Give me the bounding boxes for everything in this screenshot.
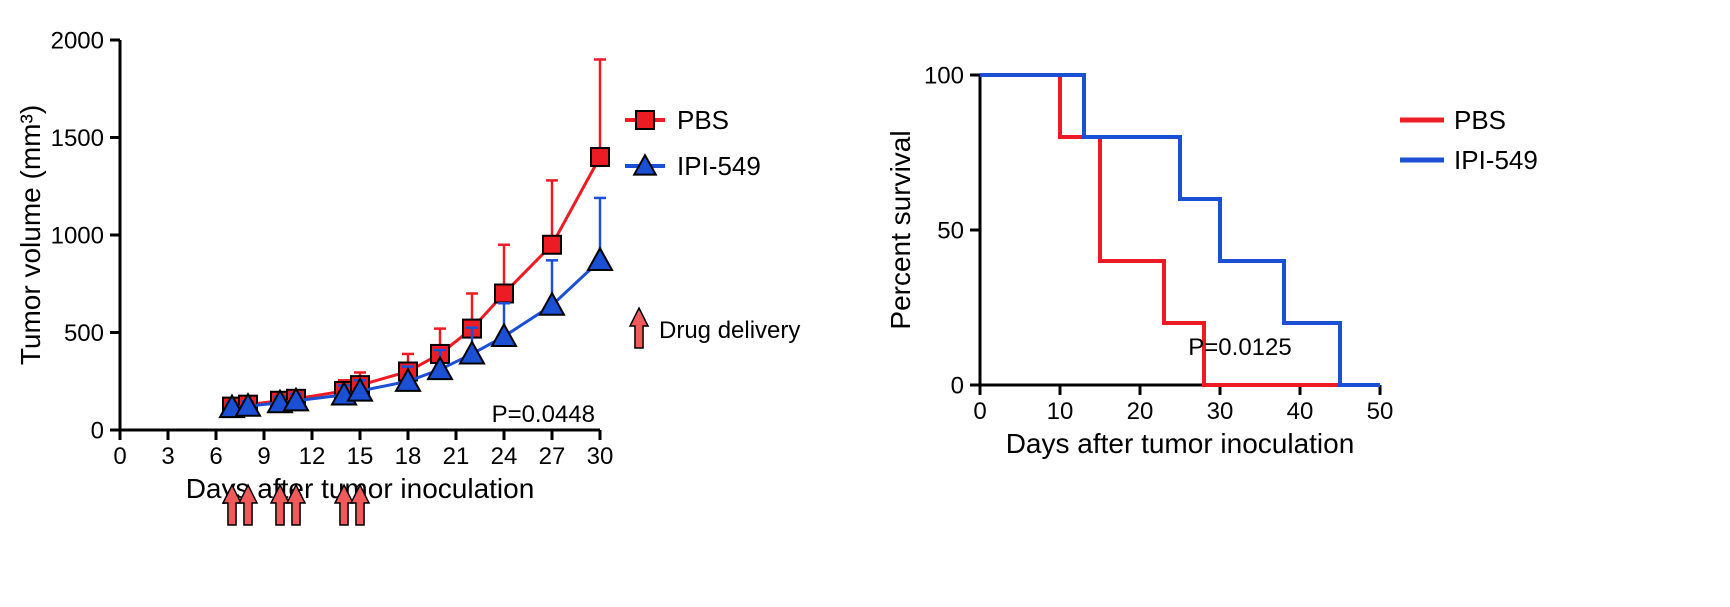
svg-text:2000: 2000 xyxy=(51,27,104,54)
svg-text:20: 20 xyxy=(1127,398,1154,425)
svg-text:Drug delivery: Drug delivery xyxy=(659,317,800,344)
svg-text:P=0.0448: P=0.0448 xyxy=(492,401,595,428)
svg-text:0: 0 xyxy=(973,398,986,425)
figure-container: 0369121518212427300500100015002000Days a… xyxy=(0,0,1730,607)
svg-text:PBS: PBS xyxy=(677,105,729,135)
svg-text:0: 0 xyxy=(951,372,964,399)
svg-text:30: 30 xyxy=(587,443,614,470)
svg-text:1000: 1000 xyxy=(51,222,104,249)
svg-text:50: 50 xyxy=(937,217,964,244)
svg-text:12: 12 xyxy=(299,443,326,470)
svg-text:3: 3 xyxy=(161,443,174,470)
svg-text:IPI-549: IPI-549 xyxy=(1454,145,1538,175)
svg-text:Days after tumor inoculation: Days after tumor inoculation xyxy=(1006,428,1355,459)
figure-svg: 0369121518212427300500100015002000Days a… xyxy=(0,0,1730,607)
svg-text:6: 6 xyxy=(209,443,222,470)
svg-text:500: 500 xyxy=(64,320,104,347)
svg-text:100: 100 xyxy=(924,62,964,89)
svg-text:21: 21 xyxy=(443,443,470,470)
svg-text:50: 50 xyxy=(1367,398,1394,425)
svg-text:10: 10 xyxy=(1047,398,1074,425)
svg-text:PBS: PBS xyxy=(1454,105,1506,135)
svg-text:1500: 1500 xyxy=(51,125,104,152)
svg-text:Tumor volume (mm³): Tumor volume (mm³) xyxy=(15,105,46,365)
svg-text:18: 18 xyxy=(395,443,422,470)
svg-text:Percent survival: Percent survival xyxy=(885,130,916,329)
svg-text:0: 0 xyxy=(113,443,126,470)
svg-text:IPI-549: IPI-549 xyxy=(677,151,761,181)
svg-text:9: 9 xyxy=(257,443,270,470)
svg-text:P=0.0125: P=0.0125 xyxy=(1188,334,1291,361)
svg-text:15: 15 xyxy=(347,443,374,470)
svg-text:30: 30 xyxy=(1207,398,1234,425)
svg-text:24: 24 xyxy=(491,443,518,470)
svg-text:0: 0 xyxy=(91,417,104,444)
svg-text:27: 27 xyxy=(539,443,566,470)
svg-text:40: 40 xyxy=(1287,398,1314,425)
